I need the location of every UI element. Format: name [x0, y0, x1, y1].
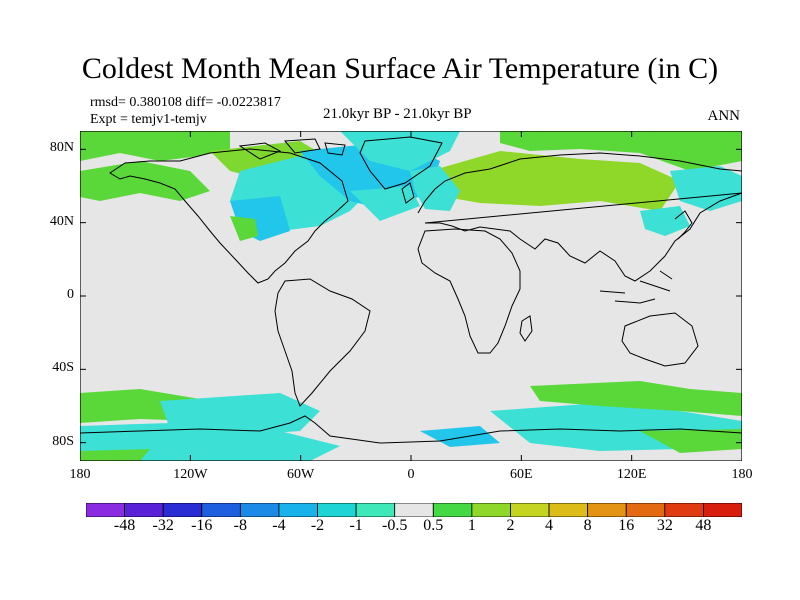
coastline-australia — [621, 312, 699, 367]
season-label: ANN — [707, 108, 741, 124]
time-period-label: 21.0kyr BP - 21.0kyr BP — [323, 106, 472, 122]
colorbar-label: -8 — [233, 517, 247, 534]
colorbar-label: 8 — [583, 517, 592, 534]
rmsd-diff-text: rmsd= 0.380108 diff= -0.0223817 — [90, 95, 281, 110]
antarctic-green-west — [80, 449, 150, 461]
colorbar-swatch — [86, 503, 125, 517]
colorbar — [86, 503, 742, 517]
coastline-antarctica — [80, 415, 742, 444]
colorbar-swatch — [587, 503, 627, 517]
lat-tick-label: 40S — [52, 360, 74, 376]
coastline-arctic-islands — [238, 138, 346, 160]
colorbar-swatch — [664, 503, 704, 517]
stats-block: rmsd= 0.380108 diff= -0.0223817 Expt = t… — [90, 94, 281, 128]
lat-tick-label: 80S — [52, 433, 74, 449]
colorbar-label: -16 — [191, 517, 213, 534]
colorbar-label: -0.5 — [382, 517, 408, 534]
colorbar-swatch — [239, 503, 280, 517]
colorbar-label: -2 — [310, 517, 325, 534]
colorbar-label: -4 — [272, 517, 286, 534]
colorbar-swatch — [201, 503, 241, 517]
coastline-japan — [674, 210, 693, 240]
arctic-green-west — [80, 131, 230, 161]
colorbar-swatch — [124, 503, 164, 517]
colorbar-label: 32 — [656, 517, 673, 534]
lon-tick-label: 60E — [510, 467, 533, 482]
coastline-africa — [417, 228, 521, 354]
colorbar-swatch — [548, 503, 589, 517]
colorbar-swatch — [471, 503, 511, 517]
coastline-madagascar — [519, 315, 533, 342]
antarctic-green-east — [640, 429, 742, 453]
lon-tick-label: 180 — [69, 467, 91, 482]
eurasia-green — [430, 151, 680, 211]
colorbar-swatch — [703, 503, 742, 517]
east-asia-cyan — [640, 206, 690, 236]
coastline-uk — [401, 182, 415, 204]
lon-tick-label: 0 — [407, 467, 415, 482]
colorbar-label: -1 — [349, 517, 363, 534]
colorbar-label: 48 — [695, 517, 712, 534]
southern-ocean-cyan-mid — [420, 426, 500, 447]
plot-title: Coldest Month Mean Surface Air Temperatu… — [81, 52, 719, 85]
anomaly-fill-layer — [80, 131, 742, 461]
experiment-text: Expt = temjv1-temjv — [90, 112, 207, 127]
coastline-indonesia — [599, 270, 673, 304]
colorbar-swatch — [394, 503, 434, 517]
lon-tick-label: 120E — [616, 467, 647, 482]
colorbar-swatch — [355, 503, 396, 517]
coastline-north-america — [109, 148, 349, 284]
lat-tick-label: 80N — [49, 140, 74, 156]
colorbar-swatch — [510, 503, 550, 517]
midatlantic-cyan — [350, 186, 420, 221]
lon-tick-label: 120W — [173, 467, 208, 482]
coastline-greenland — [359, 136, 443, 190]
colorbar-label: 1 — [467, 517, 476, 534]
lon-tick-label: 180 — [731, 467, 753, 482]
lon-tick-label: 60W — [287, 467, 315, 482]
coastline-eurasia — [417, 152, 742, 282]
coastline-layer — [80, 136, 742, 444]
colorbar-label: -48 — [113, 517, 136, 534]
colorbar-swatch — [625, 503, 666, 517]
colorbar-label: 4 — [545, 517, 554, 534]
colorbar-label: -32 — [152, 517, 174, 534]
colorbar-label: 2 — [506, 517, 515, 534]
pacific-nw-green — [230, 216, 258, 241]
southern-ocean-green-east — [530, 381, 742, 416]
temperature-map — [80, 131, 742, 461]
colorbar-label: 16 — [618, 517, 635, 534]
colorbar-swatch — [432, 503, 473, 517]
colorbar-label: 0.5 — [423, 517, 444, 534]
colorbar-swatch — [278, 503, 318, 517]
colorbar-swatch — [317, 503, 357, 517]
axis-ticks — [80, 131, 742, 461]
lat-tick-label: 40N — [49, 213, 74, 229]
colorbar-swatch — [162, 503, 203, 517]
lat-tick-label: 0 — [67, 287, 74, 302]
coastline-south-america — [274, 278, 371, 407]
